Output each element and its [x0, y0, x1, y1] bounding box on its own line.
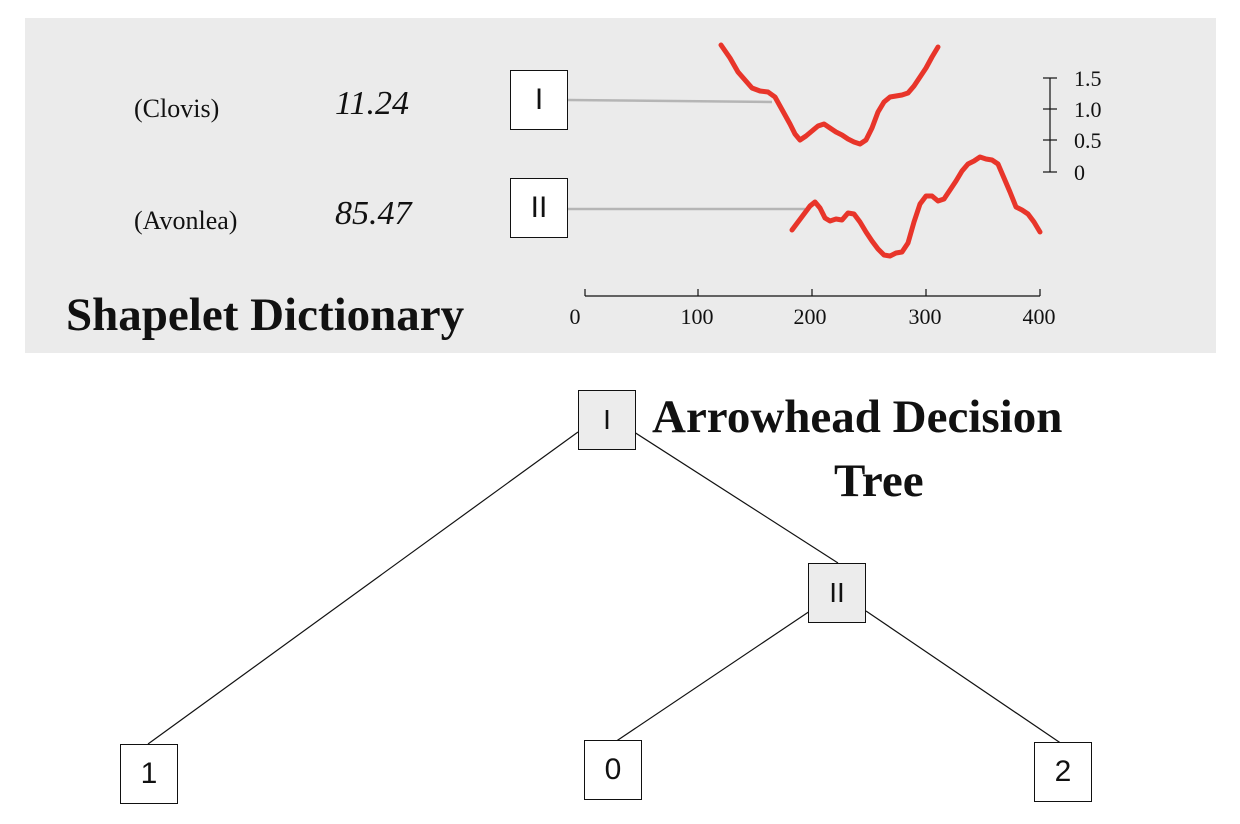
tree-title-line1: Arrowhead Decision	[652, 391, 1063, 443]
tree-inner-node: II	[808, 563, 866, 623]
dictionary-title: Shapelet Dictionary	[66, 289, 465, 341]
y-tick-label-2: 0.5	[1074, 128, 1102, 153]
tree-leaf-2: 2	[1034, 742, 1092, 802]
shapelet-2-class-label: (Avonlea)	[134, 206, 238, 235]
shapelet-1-class-label: (Clovis)	[134, 94, 220, 123]
y-tick-label-3: 0	[1074, 160, 1085, 185]
shapelet-2-threshold: 85.47	[335, 195, 412, 232]
edge-root-node-2	[633, 431, 839, 564]
tree-leaf-1: 1	[120, 744, 178, 804]
x-tick-label-4: 400	[1023, 304, 1056, 329]
x-tick-label-3: 300	[909, 304, 942, 329]
shapelet-2-box: II	[510, 178, 568, 238]
edge-root-leaf-1	[147, 431, 579, 745]
tree-leaf-0: 0	[584, 740, 642, 800]
y-tick-label-1: 1.0	[1074, 97, 1102, 122]
shapelet-plot: 0 100 200 300 400 1.5 1.0 0.5 0	[567, 42, 1102, 329]
shapelet-1-box: I	[510, 70, 568, 130]
x-tick-label-0: 0	[570, 304, 581, 329]
tree-title-line2: Tree	[834, 455, 924, 507]
x-tick-label-1: 100	[681, 304, 714, 329]
x-axis	[584, 289, 1041, 297]
edge-node-2-leaf-0	[611, 610, 811, 745]
edge-node-2-leaf-2	[865, 610, 1063, 745]
connector-line-1	[567, 98, 773, 104]
shapelet-dictionary-panel	[25, 18, 1216, 353]
x-tick-label-2: 200	[794, 304, 827, 329]
y-axis	[1043, 77, 1057, 173]
shapelet-1-threshold: 11.24	[335, 85, 409, 122]
y-tick-label-0: 1.5	[1074, 66, 1102, 91]
tree-root-node: I	[578, 390, 636, 450]
shapelet-1-curve	[718, 42, 941, 147]
shapelet-2-curve	[789, 154, 1043, 259]
